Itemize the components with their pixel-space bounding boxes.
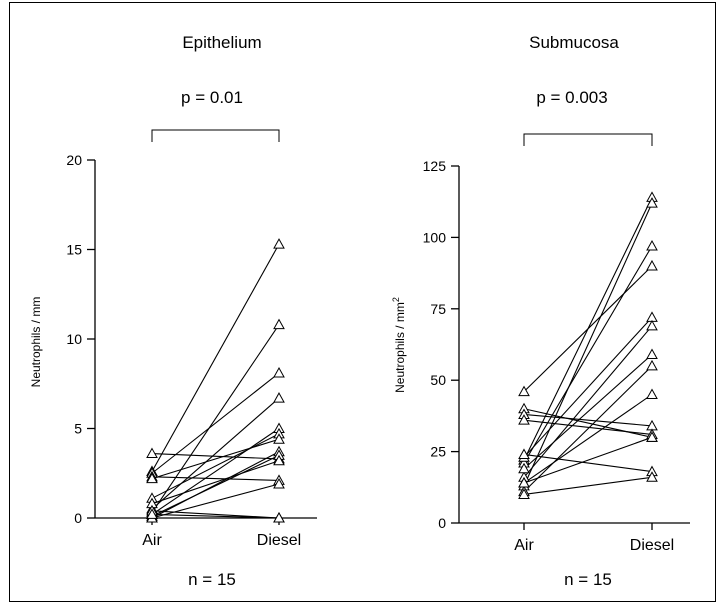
right-data-point: [646, 259, 658, 271]
right-data-point: [646, 239, 658, 251]
left-y-tick-label: 10: [66, 331, 82, 347]
left-pair-line: [151, 453, 280, 460]
right-pair-line: [523, 419, 653, 436]
right-data-point: [646, 197, 658, 208]
left-pair-line: [151, 510, 280, 519]
left-pair-line: [151, 476, 280, 481]
figure-frame: [9, 2, 716, 602]
left-data-point: [273, 366, 285, 378]
left-pair-line: [151, 513, 280, 519]
left-x-tick-label: Air: [142, 532, 162, 549]
right-pair-line: [523, 394, 653, 484]
left-p-value: p = 0.01: [181, 88, 243, 107]
right-pair-line: [523, 197, 653, 461]
right-data-point: [518, 488, 530, 499]
right-y-tick-label: 125: [423, 158, 447, 174]
right-data-point: [646, 319, 658, 331]
right-y-axis-label: Neutrophils / mm2: [391, 297, 407, 393]
left-panel-title: Epithelium: [182, 33, 261, 52]
right-y-tick-label: 75: [430, 301, 446, 317]
left-n-label: n = 15: [188, 570, 236, 589]
right-data-point: [518, 448, 530, 459]
left-data-point: [273, 511, 285, 523]
left-data-point: [273, 454, 285, 466]
left-data-point: [273, 433, 285, 444]
left-pair-line: [151, 438, 280, 480]
right-x-tick-label: Diesel: [630, 537, 674, 554]
right-y-tick-label: 50: [430, 372, 446, 388]
left-y-tick-label: 15: [66, 242, 82, 258]
right-pair-line: [523, 453, 653, 473]
right-pair-line: [523, 436, 653, 484]
right-data-point: [518, 476, 530, 488]
right-panel-title: Submucosa: [529, 33, 619, 52]
right-data-point: [646, 471, 658, 482]
left-pair-line: [151, 451, 280, 519]
left-x-tick-label: Diesel: [257, 532, 301, 549]
left-y-tick-label: 0: [74, 510, 82, 526]
left-y-axis-label: Neutrophils / mm: [29, 297, 43, 388]
left-data-point: [146, 447, 158, 459]
left-pair-line: [151, 324, 280, 513]
right-p-value: p = 0.003: [536, 88, 607, 107]
right-pair-line: [523, 408, 653, 438]
left-data-point: [273, 318, 285, 330]
right-data-point: [518, 414, 530, 425]
left-data-point: [273, 238, 285, 249]
right-data-point: [646, 388, 658, 399]
right-data-point: [646, 431, 658, 442]
left-pair-line: [151, 243, 280, 472]
left-data-point: [273, 392, 285, 403]
right-x-tick-label: Air: [514, 537, 534, 554]
left-data-point: [273, 477, 285, 489]
right-data-point: [646, 348, 658, 359]
right-pair-line: [523, 476, 653, 495]
left-pair-line: [151, 433, 280, 499]
right-pair-line: [523, 325, 653, 478]
left-y-tick-label: 20: [66, 152, 82, 168]
left-pair-line: [151, 372, 280, 474]
right-data-point: [518, 462, 530, 474]
left-data-point: [146, 472, 158, 484]
right-n-label: n = 15: [564, 570, 612, 589]
left-pair-line: [151, 460, 280, 505]
right-pair-line: [523, 245, 653, 464]
left-pair-line: [151, 428, 280, 515]
left-pair-line: [151, 454, 280, 517]
right-y-tick-label: 100: [423, 229, 447, 245]
right-pair-line: [523, 202, 653, 487]
left-pair-line: [151, 397, 280, 510]
right-y-tick-label: 0: [438, 515, 446, 531]
right-significance-bracket: [523, 133, 653, 146]
right-pair-line: [523, 354, 653, 470]
right-data-point: [518, 385, 530, 397]
right-pair-line: [523, 316, 653, 458]
right-data-point: [646, 359, 658, 371]
left-data-point: [146, 508, 158, 519]
left-significance-bracket: [151, 129, 280, 142]
left-y-tick-label: 5: [74, 421, 82, 437]
right-pair-line: [523, 365, 653, 492]
right-y-tick-label: 25: [430, 444, 446, 460]
